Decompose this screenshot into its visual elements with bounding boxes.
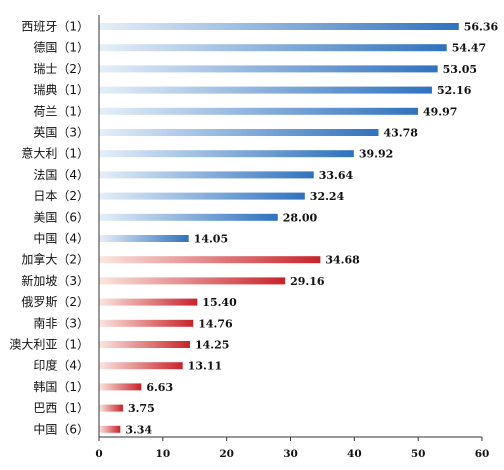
value-label: 53.05 xyxy=(443,63,477,76)
bar xyxy=(99,404,123,412)
value-label: 28.00 xyxy=(283,211,318,224)
x-tick-label: 60 xyxy=(475,448,490,460)
bar xyxy=(99,256,321,264)
axes: 0 10 20 30 40 50 60 xyxy=(95,15,489,460)
value-label: 49.97 xyxy=(423,105,457,118)
bar xyxy=(99,341,190,348)
bar xyxy=(99,44,447,52)
category-label: 西班牙（1） xyxy=(21,20,89,34)
value-label: 6.63 xyxy=(146,381,173,394)
category-labels: 西班牙（1） 德国（1） 瑞士（2） 瑞典（1） 荷兰（1） 英国（3） 意大利（1） 法国（… xyxy=(9,20,89,437)
value-label: 39.92 xyxy=(359,148,393,161)
bar xyxy=(99,362,183,370)
value-label: 34.68 xyxy=(325,254,360,267)
bar xyxy=(99,150,354,158)
value-label: 13.11 xyxy=(188,360,222,373)
bar xyxy=(99,107,418,115)
value-label: 33.64 xyxy=(319,169,354,182)
value-label: 43.78 xyxy=(383,127,418,140)
bar xyxy=(99,129,379,136)
bar xyxy=(99,65,438,73)
category-label: 澳大利亚（1） xyxy=(9,338,89,352)
bar xyxy=(99,213,278,221)
category-label: 中国（6） xyxy=(33,421,89,436)
value-label: 54.47 xyxy=(452,42,486,55)
x-tick-label: 20 xyxy=(219,448,234,460)
bar xyxy=(99,277,286,285)
bar xyxy=(99,171,314,179)
bar xyxy=(99,319,194,327)
value-label: 29.16 xyxy=(290,275,325,288)
bar xyxy=(99,192,305,200)
value-label: 14.25 xyxy=(195,339,229,352)
value-label: 14.05 xyxy=(194,233,228,246)
value-label: 15.40 xyxy=(202,296,237,309)
category-label: 瑞士（2） xyxy=(33,62,89,76)
x-tick-label: 40 xyxy=(347,448,362,460)
category-label: 巴西（1） xyxy=(33,401,89,415)
bars-layer xyxy=(99,23,459,433)
value-label: 3.75 xyxy=(128,402,155,415)
bar xyxy=(99,425,121,433)
category-label: 荷兰（1） xyxy=(33,104,89,118)
x-tick-label: 10 xyxy=(156,448,171,460)
category-label: 美国（6） xyxy=(33,210,89,224)
value-label: 56.36 xyxy=(464,21,499,34)
category-label: 英国（3） xyxy=(33,126,89,140)
bar xyxy=(99,298,198,306)
bar xyxy=(99,235,189,242)
category-label: 法国（4） xyxy=(33,168,89,182)
category-label: 加拿大（2） xyxy=(21,252,89,267)
category-label: 南非（3） xyxy=(33,315,89,330)
category-label: 韩国（1） xyxy=(33,379,89,394)
x-tick-label: 30 xyxy=(283,448,298,460)
category-label: 俄罗斯（2） xyxy=(21,295,89,309)
value-label: 32.24 xyxy=(310,190,345,203)
value-label: 52.16 xyxy=(437,84,472,97)
category-label: 新加坡（3） xyxy=(21,273,89,288)
category-label: 中国（4） xyxy=(33,231,89,246)
category-label: 瑞典（1） xyxy=(33,83,89,97)
value-label: 3.34 xyxy=(125,423,152,436)
value-label: 14.76 xyxy=(198,317,233,330)
value-labels: 56.36 54.47 53.05 52.16 49.97 43.78 39.92 33.64… xyxy=(125,21,498,437)
category-label: 意大利（1） xyxy=(21,146,89,161)
category-label: 印度（4） xyxy=(33,358,89,373)
category-label: 德国（1） xyxy=(33,40,89,55)
x-tick-label: 0 xyxy=(95,448,102,460)
x-tick-label: 50 xyxy=(411,448,426,460)
category-label: 日本（2） xyxy=(33,189,89,203)
bar xyxy=(99,86,432,94)
bar xyxy=(99,383,142,391)
bar xyxy=(99,23,459,30)
